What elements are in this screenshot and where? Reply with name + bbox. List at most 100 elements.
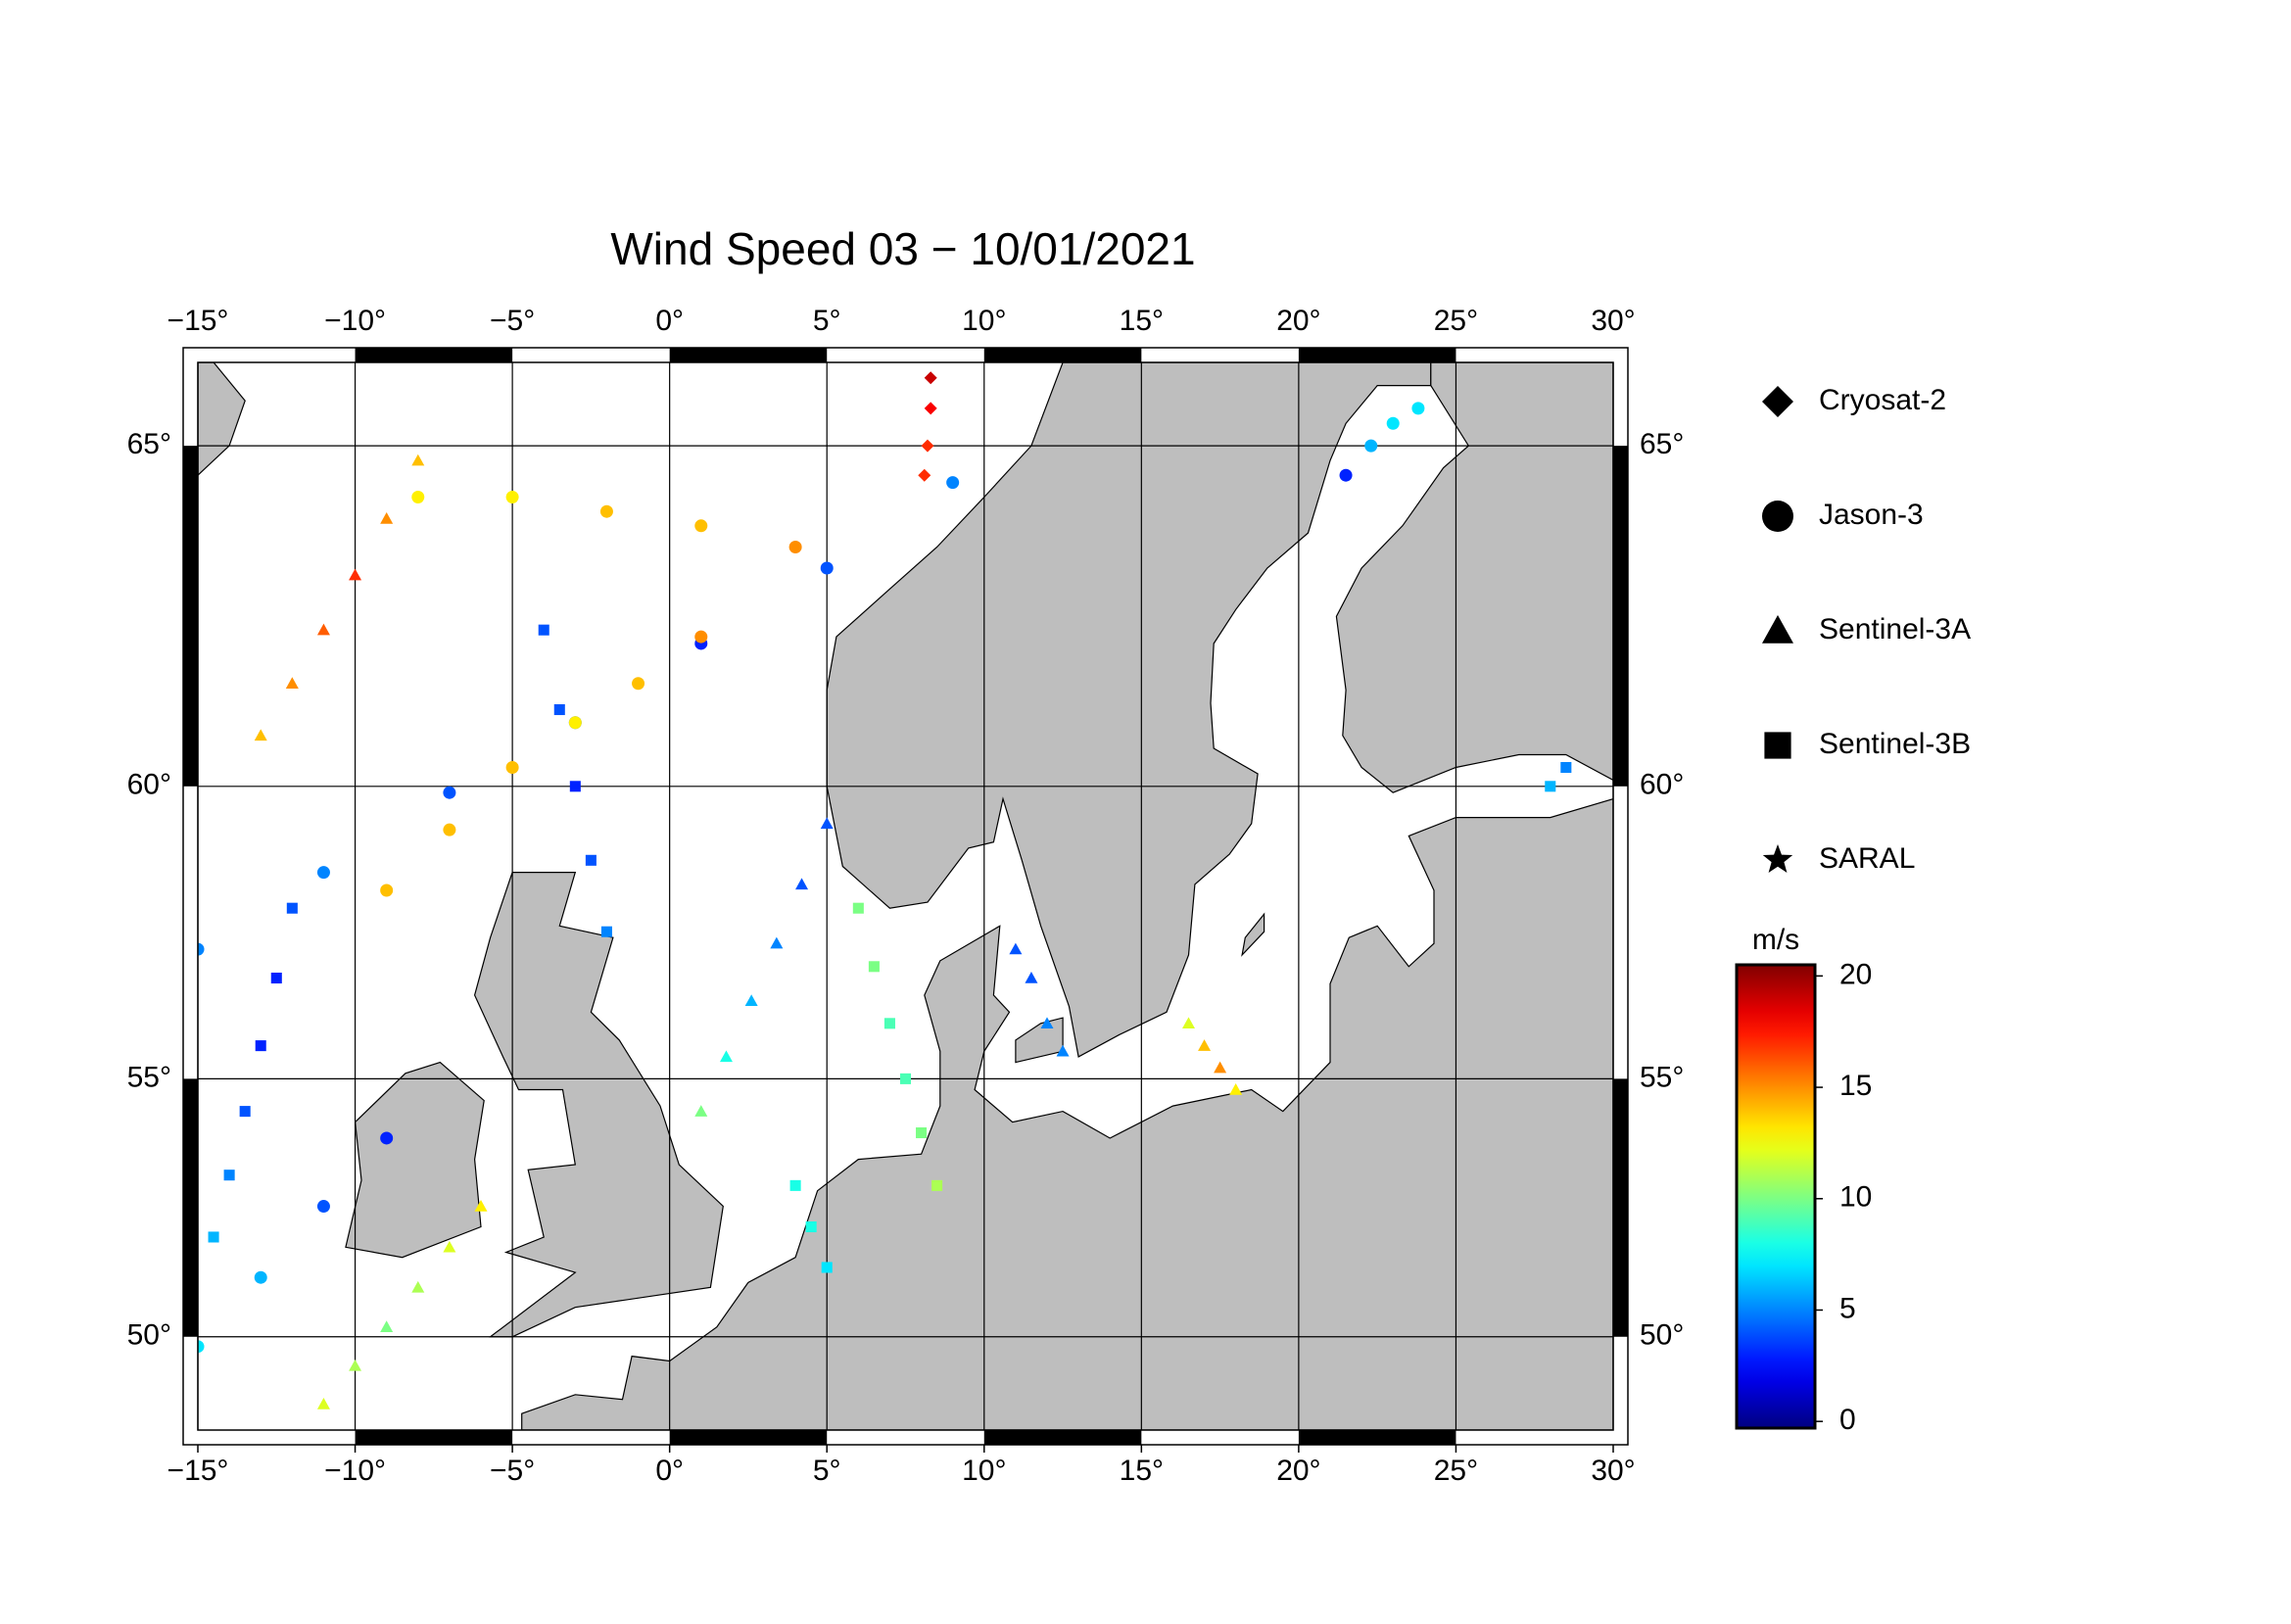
y-tick-label: 60° (127, 769, 171, 801)
data-point (744, 994, 758, 1007)
y-tick-label: 50° (1640, 1319, 1684, 1352)
data-point (789, 1179, 801, 1191)
x-tick-label: 0° (655, 305, 684, 337)
border-bar (1613, 1078, 1628, 1337)
border-bar (669, 348, 828, 362)
data-point (946, 476, 960, 490)
data-point (1214, 1061, 1227, 1074)
x-tick-label: 10° (962, 305, 1006, 337)
data-point (852, 902, 864, 914)
data-point (411, 490, 425, 503)
border-bar (983, 1430, 1142, 1445)
data-point (198, 942, 205, 956)
data-point (1411, 402, 1425, 415)
map-frame (197, 361, 1614, 1431)
points-layer (198, 371, 1572, 1409)
data-point (286, 902, 298, 914)
data-point (1229, 1083, 1243, 1095)
data-point (349, 1359, 362, 1371)
legend-label: Cryosat-2 (1819, 384, 1946, 416)
x-tick-label: −10° (324, 1455, 386, 1487)
x-tick-label: −15° (167, 1455, 229, 1487)
frame: −15° −15° −10° −10° −5° −5° 0° 0° 5° 5° 10° 10° 15° 1… (127, 305, 1685, 1487)
border-bar (1298, 348, 1456, 362)
data-point (1364, 439, 1378, 453)
land-layer (198, 362, 1613, 1430)
legend-marker (1762, 615, 1793, 644)
data-point (254, 729, 267, 741)
y-tick-label: 60° (1640, 769, 1684, 801)
x-tick-label: −15° (167, 305, 229, 337)
data-point (931, 1179, 943, 1191)
border-bar (669, 1430, 828, 1445)
data-point (380, 1131, 394, 1145)
legend-marker (1762, 844, 1793, 873)
chart-title: Wind Speed 03 − 10/01/2021 (610, 223, 1195, 274)
y-tick-label: 50° (127, 1319, 171, 1352)
data-point (694, 1105, 708, 1117)
data-point (239, 1106, 251, 1118)
data-point (316, 1398, 330, 1409)
border-bar (1298, 1430, 1456, 1445)
land (521, 797, 1613, 1430)
data-point (694, 630, 708, 644)
x-tick-label: 20° (1276, 305, 1320, 337)
data-point (349, 568, 362, 581)
x-tick-label: 25° (1434, 305, 1478, 337)
x-tick-label: −5° (490, 1455, 535, 1487)
legend-label: Sentinel-3B (1819, 728, 1971, 760)
data-point (443, 1240, 456, 1253)
data-point (198, 1340, 205, 1354)
data-point (899, 1073, 912, 1084)
data-point (916, 1126, 928, 1139)
legend-marker (1762, 386, 1793, 417)
data-point (1056, 1044, 1070, 1057)
data-point (924, 371, 937, 385)
data-point (599, 504, 613, 518)
data-point (770, 936, 784, 949)
border-bar (183, 1078, 198, 1337)
data-point (254, 1270, 267, 1284)
data-point (1040, 1017, 1054, 1029)
data-point (316, 1200, 330, 1214)
land (198, 362, 246, 477)
legend-label: Sentinel-3A (1819, 613, 1971, 645)
data-point (270, 973, 282, 984)
data-point (411, 454, 425, 466)
data-point (1198, 1039, 1212, 1051)
data-point (820, 561, 834, 575)
x-tick-label: 15° (1120, 1455, 1164, 1487)
land (345, 1061, 485, 1259)
data-point (208, 1231, 219, 1243)
data-point (380, 512, 394, 524)
legend-label: SARAL (1819, 842, 1915, 875)
colorbar-tick-label: 15 (1839, 1070, 1872, 1102)
land (1241, 912, 1265, 957)
data-point (805, 1221, 817, 1233)
data-point (821, 1262, 833, 1273)
data-point (1009, 942, 1023, 955)
land (1335, 362, 1613, 793)
data-point (505, 761, 519, 775)
data-point (868, 961, 880, 973)
data-point (1386, 416, 1400, 430)
map-outer-frame (182, 347, 1629, 1446)
data-point (538, 624, 549, 636)
colorbar-tick-label: 20 (1839, 958, 1872, 990)
data-point (553, 703, 565, 716)
data-point (883, 1018, 895, 1029)
border-bar (355, 348, 513, 362)
colorbar-tick-label: 0 (1839, 1404, 1856, 1436)
data-point (443, 823, 456, 836)
x-tick-label: 15° (1120, 305, 1164, 337)
x-tick-label: 30° (1591, 1455, 1635, 1487)
y-tick-label: 55° (127, 1061, 171, 1093)
x-tick-label: 30° (1591, 305, 1635, 337)
data-point (223, 1170, 235, 1181)
data-point (1025, 972, 1038, 983)
data-point (918, 468, 931, 482)
y-tick-label: 65° (1640, 428, 1684, 460)
data-point (1560, 761, 1572, 774)
x-tick-label: 5° (813, 1455, 841, 1487)
